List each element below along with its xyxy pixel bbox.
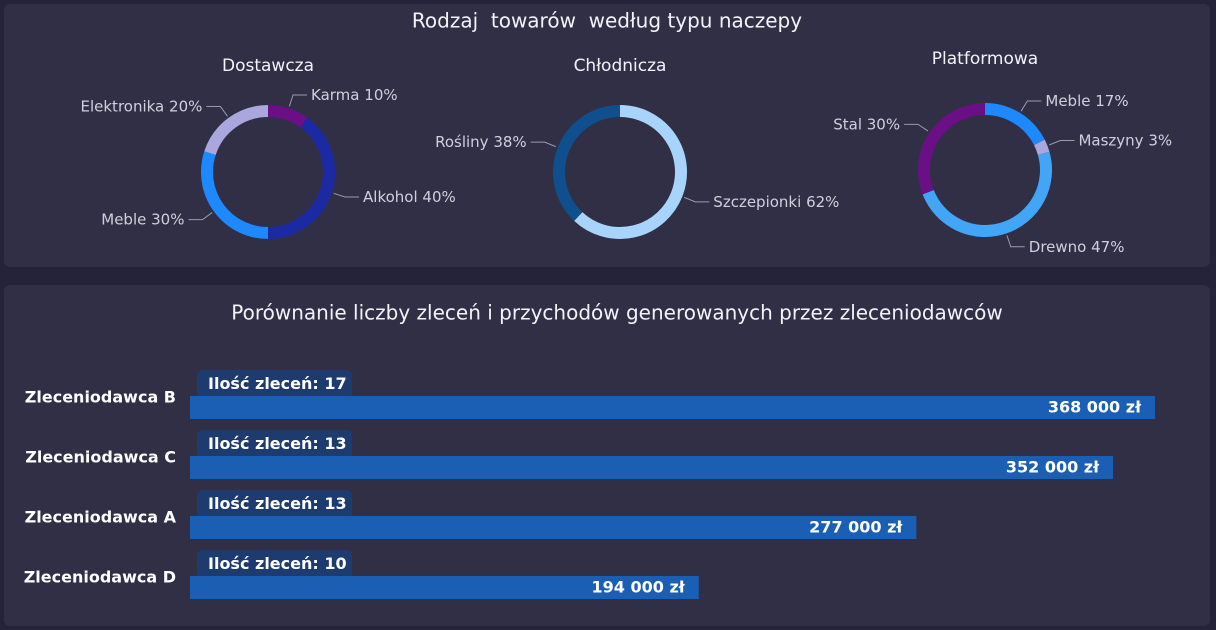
donut-slice [1033,139,1050,156]
category-label: Zleceniodawca C [25,448,176,467]
order-count: 17 [324,374,346,393]
slice-value: 20% [169,97,202,115]
order-label: Ilość zleceń: 17 [208,374,347,393]
slice-value: 17% [1095,91,1128,109]
leader-line [188,212,213,221]
slice-value: 30% [151,210,184,228]
leader-line [904,123,929,132]
order-pill [197,430,352,458]
donut-slice [267,105,308,128]
order-prefix: Ilość zleceń: [208,374,319,393]
pie-title: Dostawcza [222,56,314,76]
order-count: 13 [324,494,346,513]
leader-line [288,94,308,107]
donut-slice [984,103,1045,146]
order-label: Ilość zleceń: 13 [208,494,347,513]
bar [190,396,1155,419]
slice-value: 10% [364,85,397,103]
category-label: Zleceniodawca A [25,508,177,527]
order-prefix: Ilość zleceń: [208,434,319,453]
slice-category: Meble [101,210,146,228]
donut-slice [922,151,1052,237]
order-count: 13 [324,434,346,453]
leader-line [206,105,228,117]
bar [190,516,917,539]
value-label: 194 000 zł [592,578,686,597]
slice-value: 3% [1148,131,1172,149]
order-pill [197,370,352,398]
order-pill [197,490,352,518]
order-count: 10 [324,554,346,573]
value-label: 368 000 zł [1048,398,1142,417]
leader-line [530,141,557,148]
slice-label: Elektronika 20% [81,97,203,115]
donut-slice [574,105,687,239]
value-label: 277 000 zł [809,518,903,537]
slice-label: Alkohol 40% [363,188,456,206]
order-prefix: Ilość zleceń: [208,494,319,513]
category-label: Zleceniodawca D [24,568,176,587]
slice-category: Maszyny [1078,131,1143,149]
donut-slice [918,103,986,195]
slice-category: Elektronika [81,97,165,115]
slice-label: Stal 30% [833,115,900,133]
slice-label: Szczepionki 62% [713,192,839,210]
slice-value: 40% [422,188,455,206]
slice-value: 30% [867,115,900,133]
order-label: Ilość zleceń: 10 [208,554,347,573]
slice-category: Szczepionki [713,192,801,210]
slice-category: Alkohol [363,188,418,206]
pie-title: Chłodnicza [574,56,667,76]
leader-line [1006,235,1025,248]
slice-category: Drewno [1029,237,1087,255]
panel [4,4,1210,267]
slice-label: Drewno 47% [1029,237,1125,255]
donut-slice [553,105,621,221]
bar [190,456,1114,479]
panel [4,285,1210,626]
leader-line [1020,100,1042,112]
chart-title: Porównanie liczby zleceń i przychodów ge… [231,301,1002,325]
category-label: Zleceniodawca B [25,388,176,407]
slice-category: Rośliny [435,133,489,151]
donut-slice [267,117,335,239]
slice-label: Maszyny 3% [1078,131,1172,149]
slice-label: Rośliny 38% [435,133,527,151]
slice-label: Karma 10% [311,85,398,103]
slice-label: Meble 30% [101,210,184,228]
slice-label: Meble 17% [1045,91,1128,109]
slice-value: 47% [1091,237,1124,255]
leader-line [333,192,360,198]
slice-category: Karma [311,85,359,103]
value-label: 352 000 zł [1006,458,1100,477]
leader-line [683,196,710,203]
donut-slice [201,151,269,239]
slice-category: Meble [1045,91,1090,109]
order-label: Ilość zleceń: 13 [208,434,347,453]
slice-value: 38% [493,133,526,151]
slice-value: 62% [806,192,839,210]
pie-title: Platformowa [932,49,1038,69]
leader-line [1049,140,1075,146]
order-pill [197,550,352,578]
panel-title: Rodzaj towarów według typu naczepy [412,9,802,33]
donut-slice [204,105,269,156]
slice-category: Stal [833,115,862,133]
order-prefix: Ilość zleceń: [208,554,319,573]
bar [190,576,699,599]
